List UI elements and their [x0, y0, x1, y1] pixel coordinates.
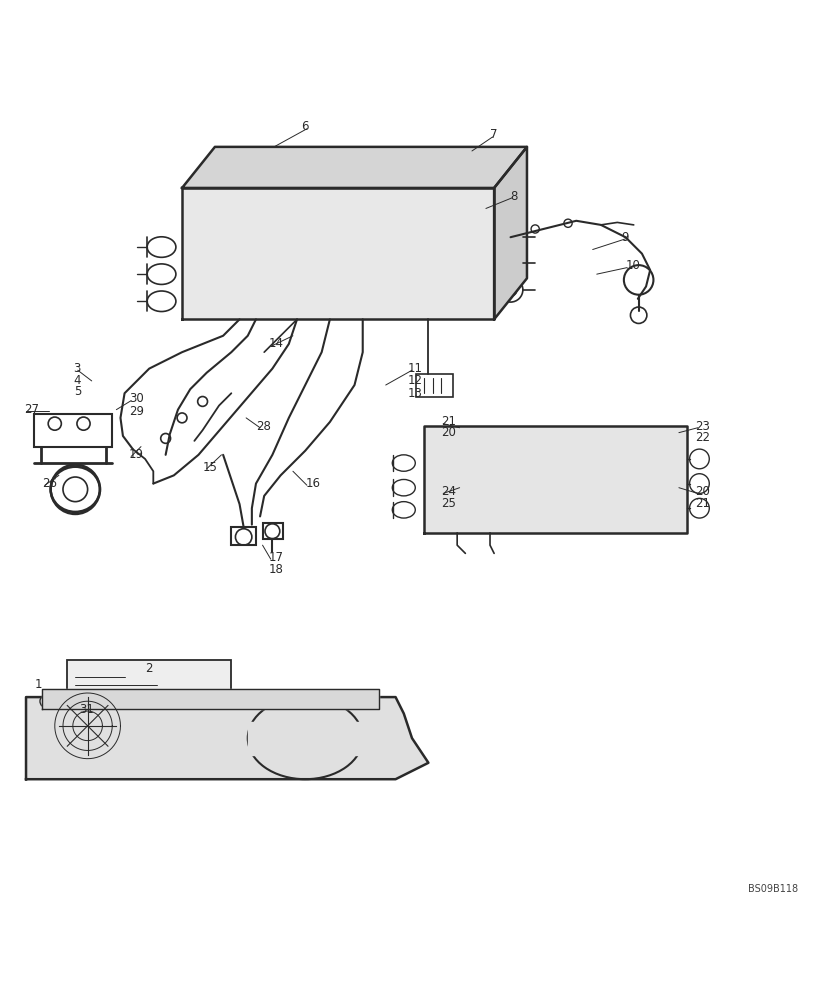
Text: 24: 24: [441, 485, 456, 498]
Text: 10: 10: [625, 259, 640, 272]
Text: 25: 25: [441, 497, 456, 510]
Text: 28: 28: [256, 420, 271, 433]
Text: 21: 21: [441, 415, 456, 428]
Polygon shape: [43, 689, 379, 709]
Text: 16: 16: [305, 477, 321, 490]
Polygon shape: [424, 426, 687, 533]
Text: BS09B118: BS09B118: [748, 884, 798, 894]
Text: 9: 9: [621, 231, 629, 244]
Text: 11: 11: [408, 362, 423, 375]
Text: 30: 30: [129, 392, 143, 405]
Text: 22: 22: [695, 431, 710, 444]
Text: 20: 20: [695, 485, 710, 498]
Text: 23: 23: [695, 420, 710, 433]
Polygon shape: [494, 147, 527, 319]
Text: 12: 12: [408, 374, 423, 387]
Text: 15: 15: [203, 461, 218, 474]
Polygon shape: [248, 722, 363, 755]
Text: 13: 13: [408, 387, 423, 400]
Text: 7: 7: [490, 128, 498, 141]
Text: 20: 20: [441, 426, 456, 439]
Polygon shape: [182, 147, 527, 188]
Polygon shape: [182, 188, 494, 319]
Polygon shape: [26, 697, 428, 779]
Text: 31: 31: [79, 703, 94, 716]
Text: 19: 19: [129, 448, 143, 461]
Text: 27: 27: [25, 403, 40, 416]
Text: 6: 6: [301, 120, 309, 133]
Text: 17: 17: [269, 551, 283, 564]
FancyBboxPatch shape: [67, 660, 232, 693]
Text: 5: 5: [73, 385, 81, 398]
Text: 1: 1: [35, 678, 42, 691]
Text: 14: 14: [269, 337, 283, 350]
Text: 18: 18: [269, 563, 283, 576]
Text: 8: 8: [511, 190, 518, 203]
Text: 3: 3: [73, 362, 81, 375]
Text: 2: 2: [145, 662, 152, 675]
Text: 21: 21: [695, 497, 710, 510]
Text: 4: 4: [73, 374, 81, 387]
Text: 29: 29: [129, 405, 143, 418]
Text: 26: 26: [43, 477, 58, 490]
